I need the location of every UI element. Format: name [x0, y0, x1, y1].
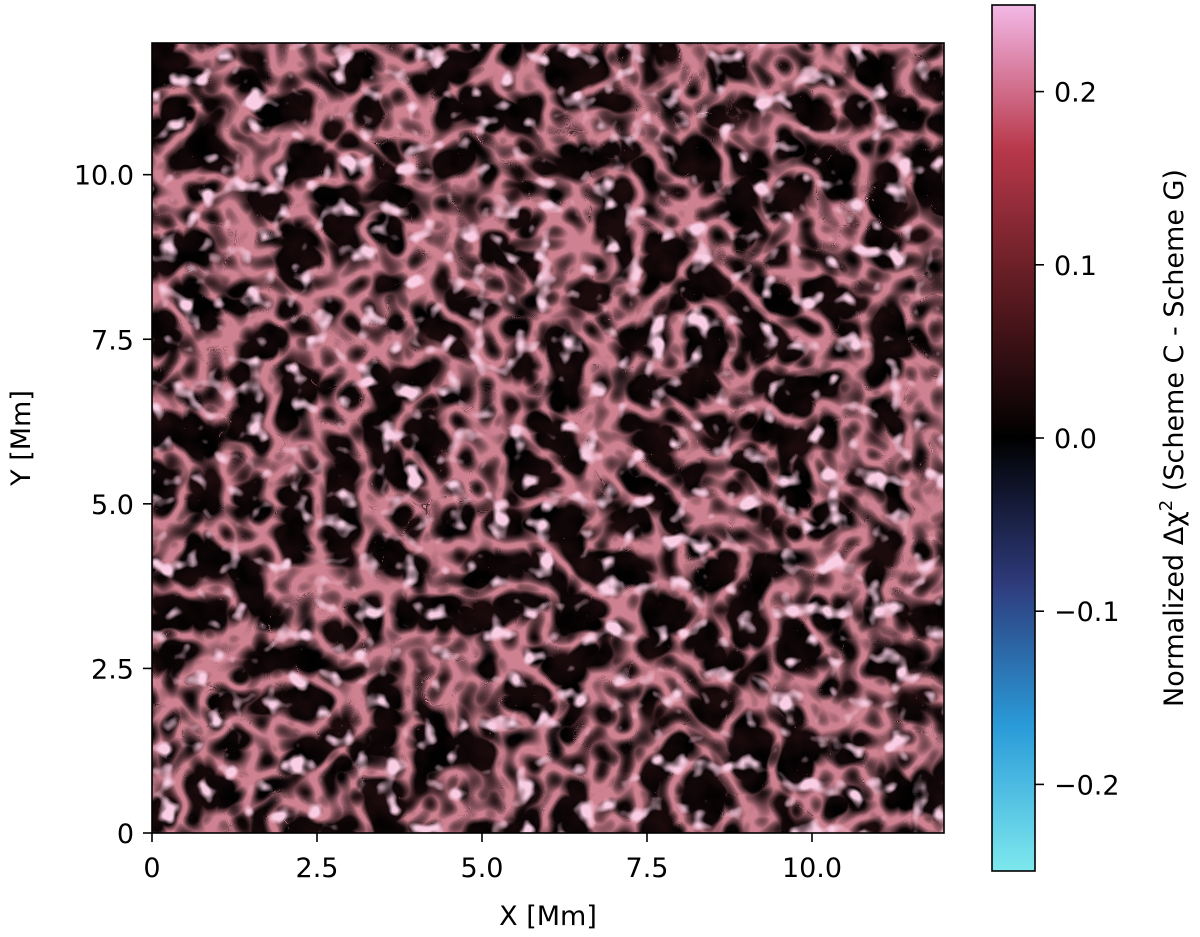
x-tick-label: 0 — [143, 853, 160, 884]
colorbar — [992, 5, 1035, 871]
colorbar-tick-label: 0.2 — [1054, 78, 1097, 109]
colorbar-tick-label: −0.1 — [1054, 597, 1120, 628]
x-axis: 0 2.5 5.0 7.5 10.0 — [143, 833, 842, 884]
x-tick-label: 2.5 — [296, 853, 339, 884]
colorbar-axis: −0.2 −0.1 0.0 0.1 0.2 — [1035, 78, 1120, 801]
colorbar-tick-label: 0.1 — [1054, 251, 1097, 282]
colorbar-label: Normalized Δχ2 (Scheme C - Scheme G) — [1156, 169, 1190, 707]
y-tick-label: 0 — [117, 819, 134, 850]
y-tick-label: 5.0 — [91, 490, 134, 521]
y-axis-label: Y [Mm] — [6, 390, 37, 487]
x-axis-label: X [Mm] — [499, 901, 597, 932]
colorbar-tick-label: 0.0 — [1054, 424, 1097, 455]
x-tick-label: 5.0 — [461, 853, 504, 884]
y-axis: 0 2.5 5.0 7.5 10.0 — [74, 161, 152, 850]
y-tick-label: 7.5 — [91, 325, 134, 356]
plot-frame — [151, 42, 945, 834]
y-tick-label: 2.5 — [91, 654, 134, 685]
x-tick-label: 7.5 — [626, 853, 669, 884]
y-tick-label: 10.0 — [74, 161, 134, 192]
heatmap-image — [152, 43, 944, 833]
x-tick-label: 10.0 — [782, 853, 842, 884]
colorbar-tick-label: −0.2 — [1054, 770, 1120, 801]
